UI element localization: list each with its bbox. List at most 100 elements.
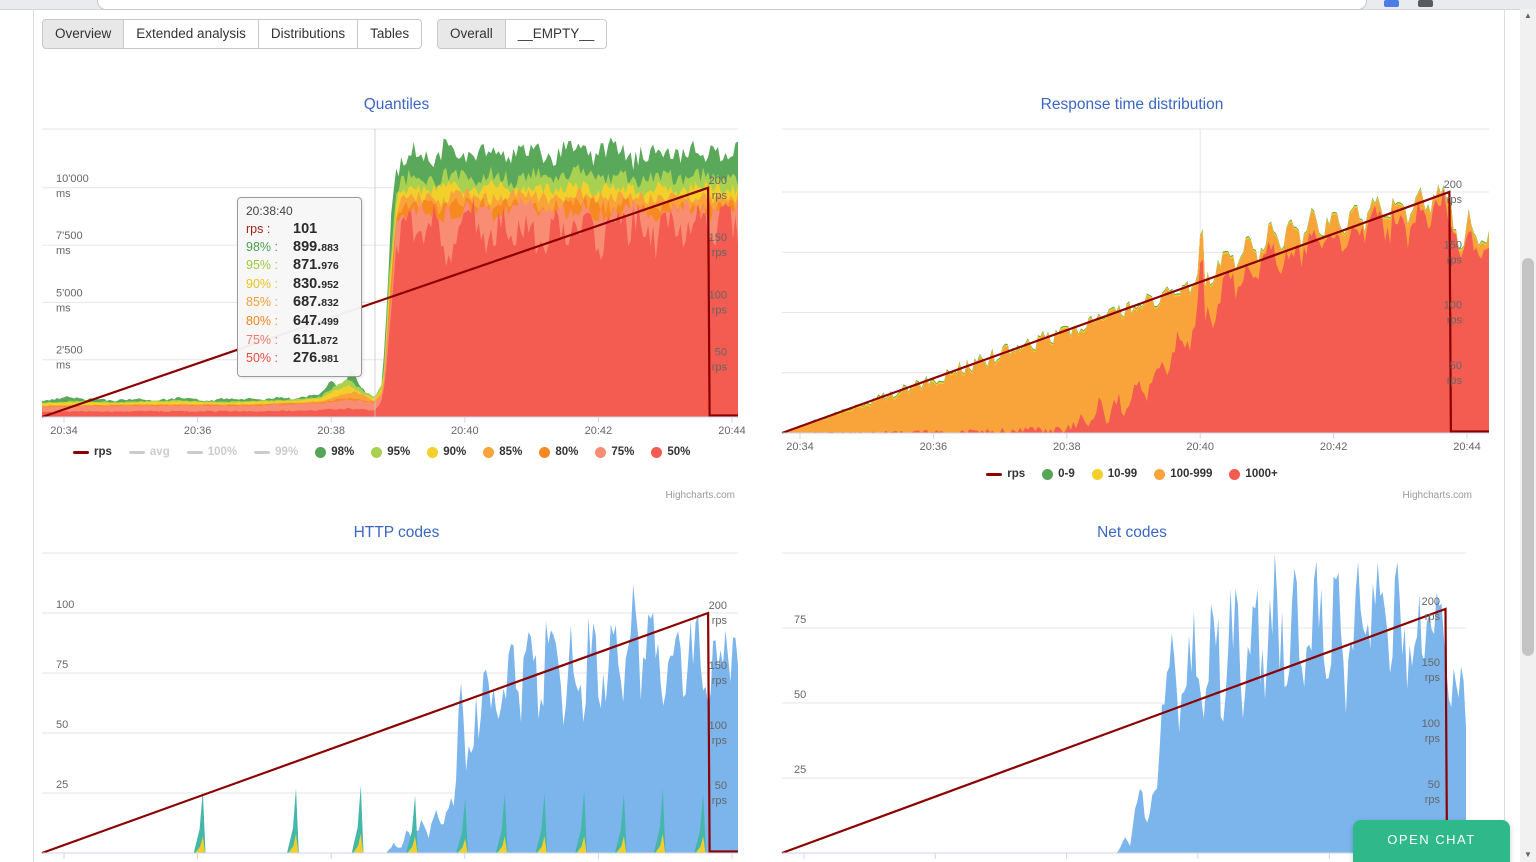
svg-text:5'000: 5'000 (56, 287, 83, 299)
tooltip-row: 80% :647.499 (246, 312, 339, 329)
svg-text:20:36: 20:36 (184, 425, 212, 437)
legend-marker-icon (254, 450, 271, 454)
legend-item-80-[interactable]: 80% (539, 446, 578, 458)
tooltip-row: 95% :871.976 (246, 257, 339, 274)
svg-text:20:40: 20:40 (1186, 441, 1214, 450)
browser-chrome-strip (0, 0, 1536, 10)
legend-label: 98% (331, 446, 355, 458)
response-legend: rps 0-9 10-99 100-999 1000+ (760, 468, 1504, 480)
scrollbar-thumb[interactable] (1522, 258, 1534, 656)
legend-marker-icon (371, 446, 383, 458)
legend-item-90-[interactable]: 90% (427, 446, 466, 458)
legend-item-85-[interactable]: 85% (483, 446, 522, 458)
svg-text:75: 75 (56, 659, 68, 671)
legend-item-0-9[interactable]: 0-9 (1042, 468, 1075, 480)
svg-text:20:44: 20:44 (1453, 441, 1481, 450)
scroll-up-icon[interactable]: ▲ (1524, 11, 1532, 20)
svg-text:10'000: 10'000 (56, 173, 89, 185)
legend-item-avg[interactable]: avg (128, 446, 170, 458)
legend-label: 99% (275, 446, 299, 458)
svg-text:50: 50 (1428, 779, 1440, 791)
view-tab-group: Overview Extended analysis Distributions… (42, 19, 423, 49)
legend-item-98-[interactable]: 98% (315, 446, 354, 458)
legend-label: 95% (387, 446, 411, 458)
http-codes-chart: 100 75 50 25 200 rps 150 rps 100 rps 50 rps HTTP co… (33, 515, 760, 862)
legend-item-75-[interactable]: 75% (595, 446, 634, 458)
tab-tables[interactable]: Tables (357, 19, 423, 49)
legend-label: rps (1007, 468, 1026, 480)
scroll-down-icon[interactable]: ▼ (1524, 850, 1532, 859)
legend-item-99-[interactable]: 99% (254, 446, 298, 458)
svg-text:50: 50 (56, 719, 68, 731)
svg-text:100: 100 (709, 289, 727, 301)
legend-marker-icon (595, 446, 607, 458)
svg-text:100: 100 (709, 720, 727, 732)
svg-text:rps: rps (1447, 194, 1463, 206)
legend-marker-icon (315, 446, 327, 458)
svg-text:75: 75 (794, 614, 806, 626)
legend-item-1000-[interactable]: 1000+ (1229, 468, 1278, 480)
svg-text:20:40: 20:40 (451, 425, 479, 437)
net-codes-chart-canvas: 75 50 25 200 rps 150 rps 100 rps 50 rps (781, 552, 1466, 859)
http-area-teal (193, 785, 706, 853)
tab-empty[interactable]: __EMPTY__ (504, 19, 608, 49)
legend-item-rps[interactable]: rps (73, 446, 112, 458)
tab-overall[interactable]: Overall (437, 19, 506, 49)
svg-text:ms: ms (56, 188, 71, 200)
svg-text:rps: rps (1425, 672, 1441, 684)
legend-label: avg (149, 446, 170, 458)
svg-text:rps: rps (712, 247, 728, 259)
http-area-blue (42, 584, 738, 853)
svg-text:rps: rps (1447, 254, 1463, 266)
quantiles-legend: rps avg 100% 99% 98% 95% 90% 85% 80% 75% 50% (73, 446, 721, 458)
legend-marker-icon (1154, 468, 1166, 480)
legend-label: 50% (667, 446, 691, 458)
legend-item-rps[interactable]: rps (986, 468, 1025, 480)
open-chat-button[interactable]: OPEN CHAT (1353, 820, 1510, 862)
quantiles-chart: Quantiles 20:34 20:36 20:38 20:40 20:42 20:44… (33, 90, 760, 510)
scrollbar[interactable]: ▲ ▼ (1520, 9, 1536, 862)
svg-text:200: 200 (1422, 596, 1440, 608)
highcharts-credits-link[interactable]: Highcharts.com (1402, 490, 1472, 501)
legend-marker-icon (1042, 468, 1054, 480)
legend-marker-icon (1091, 468, 1103, 480)
legend-item-10-99[interactable]: 10-99 (1091, 468, 1137, 480)
quantile-area-50% (42, 197, 738, 417)
dark-extension-icon[interactable] (1418, 0, 1433, 7)
svg-text:rps: rps (712, 675, 728, 687)
response-time-chart-canvas: 20:34 20:36 20:38 20:40 20:42 20:44 200 rps 150 r… (781, 128, 1489, 450)
tab-extended-analysis[interactable]: Extended analysis (123, 19, 259, 49)
svg-text:ms: ms (56, 360, 71, 372)
address-bar[interactable] (97, 0, 1367, 10)
legend-item-100-[interactable]: 100% (186, 446, 237, 458)
svg-text:rps: rps (712, 362, 728, 374)
legend-item-95-[interactable]: 95% (371, 446, 410, 458)
scope-tab-group: Overall __EMPTY__ (437, 19, 608, 49)
blue-extension-icon[interactable] (1384, 0, 1399, 7)
svg-text:50: 50 (794, 689, 806, 701)
tooltip-time: 20:38:40 (246, 204, 293, 218)
legend-marker-icon (128, 450, 145, 454)
chart-tooltip: 20:38:40 rps :101 98% :899.883 95% :871.97… (237, 197, 362, 377)
tooltip-row: 50% :276.981 (246, 350, 339, 367)
dist-area-1000plus (782, 188, 1489, 433)
svg-text:200: 200 (1444, 179, 1462, 191)
legend-item-50-[interactable]: 50% (651, 446, 690, 458)
tab-overview[interactable]: Overview (42, 19, 125, 49)
svg-text:25: 25 (56, 779, 68, 791)
svg-text:150: 150 (709, 232, 727, 244)
content-right-border (1504, 10, 1505, 862)
highcharts-credits-link[interactable]: Highcharts.com (665, 490, 735, 501)
legend-marker-icon (73, 450, 89, 454)
tab-distributions[interactable]: Distributions (257, 19, 359, 49)
legend-label: 90% (443, 446, 467, 458)
svg-text:rps: rps (712, 735, 728, 747)
svg-text:150: 150 (1444, 239, 1462, 251)
svg-text:20:34: 20:34 (50, 425, 78, 437)
svg-text:50: 50 (715, 780, 727, 792)
svg-text:rps: rps (712, 304, 728, 316)
legend-label: 1000+ (1245, 468, 1278, 480)
svg-text:rps: rps (1447, 315, 1463, 327)
svg-text:25: 25 (794, 764, 806, 776)
legend-item-100-999[interactable]: 100-999 (1154, 468, 1212, 480)
